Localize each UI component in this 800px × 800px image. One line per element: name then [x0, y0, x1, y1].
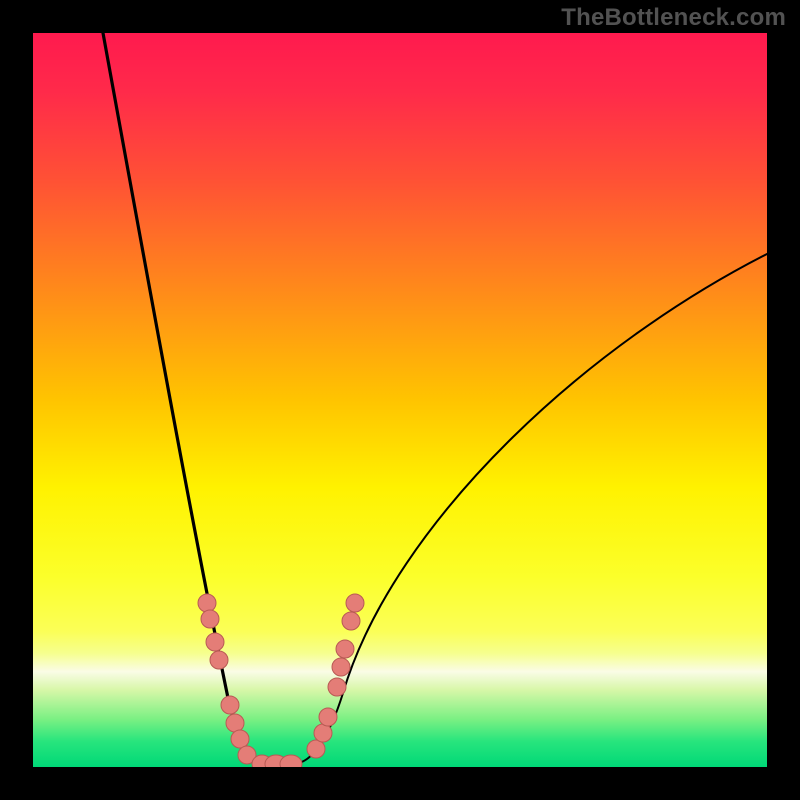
data-marker [231, 730, 249, 748]
data-marker [307, 740, 325, 758]
data-marker [198, 594, 216, 612]
data-marker [314, 724, 332, 742]
data-marker [332, 658, 350, 676]
data-marker [336, 640, 354, 658]
plot-area [33, 33, 767, 767]
data-marker [346, 594, 364, 612]
data-marker [221, 696, 239, 714]
data-marker [206, 633, 224, 651]
data-marker [319, 708, 337, 726]
data-marker [201, 610, 219, 628]
chart-svg [33, 33, 767, 767]
data-marker [226, 714, 244, 732]
curve-right [299, 238, 767, 763]
curve-left [103, 33, 261, 763]
chart-frame: TheBottleneck.com [0, 0, 800, 800]
watermark-text: TheBottleneck.com [561, 4, 786, 32]
data-marker [210, 651, 228, 669]
data-marker [342, 612, 360, 630]
data-marker [328, 678, 346, 696]
